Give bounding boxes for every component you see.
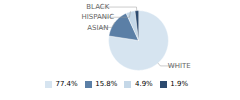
- svg-text:ASIAN: ASIAN: [87, 24, 108, 32]
- html-text:77.4%: 77.4%: [55, 80, 78, 88]
- html-text:4.9%: 4.9%: [135, 80, 153, 88]
- svg-text:HISPANIC: HISPANIC: [82, 13, 115, 21]
- html-text:1.9%: 1.9%: [170, 80, 188, 88]
- html-text:15.8%: 15.8%: [95, 80, 118, 88]
- svg-text:WHITE: WHITE: [168, 62, 191, 70]
- svg-text:BLACK: BLACK: [86, 3, 109, 11]
